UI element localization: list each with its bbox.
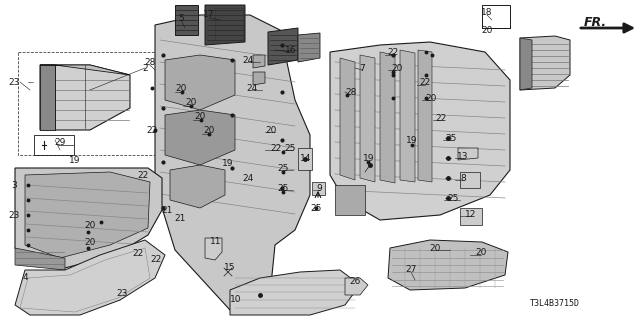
Polygon shape: [205, 238, 222, 260]
Text: 20: 20: [186, 98, 196, 107]
Text: 20: 20: [476, 247, 486, 257]
Polygon shape: [25, 172, 150, 258]
Text: 12: 12: [465, 210, 477, 219]
Polygon shape: [175, 5, 198, 35]
Text: 24: 24: [243, 173, 253, 182]
Text: 28: 28: [144, 58, 156, 67]
Text: 13: 13: [457, 151, 468, 161]
Text: 20: 20: [481, 26, 493, 35]
Text: 10: 10: [230, 294, 242, 303]
Polygon shape: [40, 65, 130, 130]
Text: 11: 11: [211, 236, 221, 245]
Text: 20: 20: [426, 93, 436, 102]
Text: 20: 20: [195, 111, 205, 121]
Text: 19: 19: [364, 154, 375, 163]
Text: 22: 22: [132, 249, 143, 258]
Text: 20: 20: [84, 237, 96, 246]
Polygon shape: [230, 270, 360, 315]
Text: 22: 22: [435, 114, 447, 123]
Text: 25: 25: [445, 133, 457, 142]
Polygon shape: [388, 240, 508, 290]
Text: 21: 21: [174, 213, 186, 222]
Polygon shape: [458, 148, 478, 160]
Text: 22: 22: [387, 47, 399, 57]
Polygon shape: [418, 50, 432, 182]
Text: 20: 20: [204, 125, 214, 134]
Polygon shape: [253, 72, 265, 85]
Text: 3: 3: [11, 180, 17, 189]
Text: 19: 19: [69, 156, 81, 164]
Text: 16: 16: [285, 45, 297, 54]
Polygon shape: [345, 278, 368, 295]
Text: 23: 23: [8, 211, 20, 220]
Polygon shape: [15, 248, 65, 270]
Text: 20: 20: [175, 84, 187, 92]
Polygon shape: [380, 52, 395, 183]
Text: 26: 26: [349, 277, 361, 286]
Text: 28: 28: [346, 87, 356, 97]
Text: 8: 8: [460, 173, 466, 182]
Polygon shape: [400, 50, 415, 182]
Text: 9: 9: [316, 183, 322, 193]
Polygon shape: [40, 65, 55, 130]
Polygon shape: [330, 42, 510, 220]
Text: 23: 23: [116, 289, 128, 298]
Text: 15: 15: [224, 262, 236, 271]
Polygon shape: [520, 36, 570, 90]
Text: 5: 5: [178, 13, 184, 22]
Polygon shape: [15, 240, 165, 315]
Polygon shape: [520, 38, 532, 90]
Text: 20: 20: [266, 125, 276, 134]
Text: 19: 19: [222, 158, 234, 167]
Text: 22: 22: [270, 143, 282, 153]
Polygon shape: [15, 168, 162, 268]
Text: 2: 2: [142, 63, 148, 73]
Text: 22: 22: [138, 171, 148, 180]
Text: 4: 4: [22, 274, 28, 283]
Text: 25: 25: [284, 143, 296, 153]
Text: 22: 22: [150, 255, 162, 265]
Text: 24: 24: [246, 84, 258, 92]
Text: 27: 27: [405, 266, 417, 275]
Polygon shape: [268, 28, 298, 65]
Text: 25: 25: [447, 194, 459, 203]
Polygon shape: [340, 58, 355, 180]
Text: 25: 25: [310, 204, 322, 212]
Polygon shape: [460, 172, 480, 188]
Text: 25: 25: [277, 164, 289, 172]
Text: 18: 18: [481, 7, 493, 17]
Polygon shape: [253, 55, 265, 68]
Text: 7: 7: [359, 63, 365, 73]
Polygon shape: [165, 55, 235, 110]
Polygon shape: [155, 15, 310, 310]
Text: 14: 14: [300, 154, 312, 163]
Text: 24: 24: [243, 55, 253, 65]
Polygon shape: [460, 208, 482, 225]
Text: 20: 20: [391, 63, 403, 73]
Text: FR.: FR.: [584, 15, 607, 28]
Text: 19: 19: [406, 135, 418, 145]
Text: 23: 23: [8, 77, 20, 86]
Polygon shape: [40, 65, 130, 75]
Polygon shape: [312, 182, 325, 195]
Polygon shape: [335, 185, 365, 215]
Polygon shape: [170, 165, 225, 208]
Text: 20: 20: [84, 220, 96, 229]
Text: 22: 22: [419, 77, 431, 86]
Text: 25: 25: [277, 183, 289, 193]
Text: T3L4B3715D: T3L4B3715D: [530, 300, 580, 308]
Text: 21: 21: [161, 205, 173, 214]
Text: 20: 20: [429, 244, 441, 252]
Polygon shape: [165, 110, 235, 165]
Polygon shape: [360, 55, 375, 182]
Polygon shape: [298, 148, 312, 170]
Text: 22: 22: [147, 125, 157, 134]
Text: 17: 17: [204, 10, 215, 19]
Text: 29: 29: [54, 138, 66, 147]
Polygon shape: [298, 33, 320, 62]
Polygon shape: [205, 5, 245, 45]
